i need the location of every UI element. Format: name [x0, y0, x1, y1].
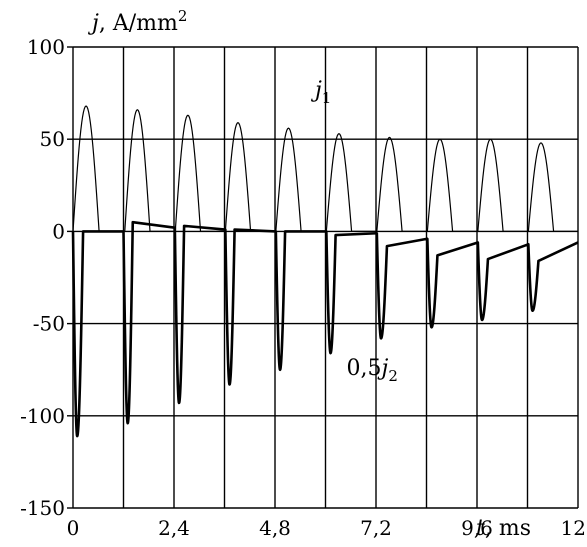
- y-tick-label: -100: [20, 404, 65, 428]
- series-label-j2: 0,5j2: [347, 356, 398, 385]
- grid: [67, 46, 579, 509]
- x-tick-label: 12: [561, 516, 586, 540]
- x-tick-label: 4,8: [259, 516, 291, 540]
- x-tick-label: 0: [67, 516, 80, 540]
- x-tick-label: 9,6: [461, 516, 493, 540]
- series-label-j1: j1: [310, 78, 331, 107]
- series-layer: [71, 105, 579, 438]
- x-tick-label: 7,2: [360, 516, 392, 540]
- series-j2-line: [71, 220, 579, 438]
- y-axis-label: j, A/mm2: [87, 7, 187, 36]
- y-tick-label: -50: [33, 312, 65, 336]
- y-tick-label: -150: [20, 496, 65, 520]
- y-tick-label: 0: [52, 219, 65, 243]
- y-tick-label: 50: [40, 127, 65, 151]
- x-axis-label: t, ms: [476, 516, 531, 541]
- x-tick-label: 2,4: [158, 516, 190, 540]
- y-tick-label: 100: [27, 35, 65, 59]
